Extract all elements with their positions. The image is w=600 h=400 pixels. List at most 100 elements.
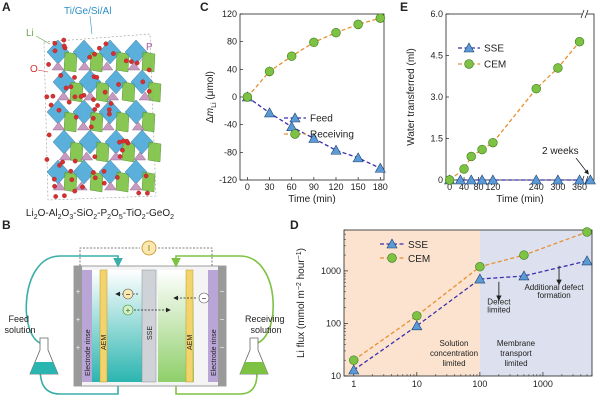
d-point-sse (474, 273, 486, 284)
receiving-flask (239, 337, 269, 375)
c-legend-label-receiving: Receiving (310, 130, 354, 141)
e-point-sse (476, 174, 488, 185)
svg-text:−: − (202, 294, 207, 303)
crystal-formula: Li2O-Al2O3-SiO2-P2O5-TiO2-GeO2 (26, 208, 174, 221)
c-x-tick-label: 150 (351, 182, 366, 192)
c-point-feed (308, 132, 320, 143)
d-annotation-defect-limited: Defect limited (487, 297, 511, 314)
c-y-tick-label: 80 (227, 37, 237, 47)
svg-text:−: − (220, 343, 225, 352)
panel-d-label: D (290, 218, 299, 232)
svg-text:+: + (126, 306, 131, 315)
panel-e-chart: 0 40 80 120 240 300 360 0 1.5 3.0 4.5 6.0 Time (min)… (406, 9, 596, 205)
e-point-sse (574, 174, 586, 185)
svg-text:+: + (76, 317, 80, 324)
e-y-tick-label: 0 (438, 175, 443, 185)
e-y-tick-label: 6.0 (430, 9, 443, 19)
e-legend-label-sse: SSE (484, 44, 504, 55)
e-point-cem (466, 151, 476, 162)
d-x-tick-label: 1 (351, 379, 356, 389)
d-point-cem (475, 262, 485, 272)
e-x-tick-label: 120 (485, 182, 500, 192)
c-point-receiving (331, 27, 341, 38)
aem-left-label: AEM (101, 335, 108, 350)
d-annotation-additional-defect: Additional defect formation (524, 283, 584, 300)
c-x-tick-label: 60 (287, 182, 297, 192)
e-y-tick-label: 4.5 (430, 51, 443, 61)
e-legend-marker-sse (463, 42, 475, 53)
electrode-rinse-left: Electrode rinse (85, 329, 92, 376)
aem-left (99, 269, 108, 383)
c-x-axis-label: Time (min) (288, 194, 335, 205)
e-point-sse (584, 174, 596, 185)
receiving-solution-label: Receiving solution (245, 314, 287, 335)
svg-text:+: + (76, 345, 80, 352)
d-y-tick-label: 1000 (321, 266, 341, 276)
panel-d-chart: 1 10 100 1000 10 100 1000 Li flux (mmol m−2 hou… (296, 227, 593, 389)
e-point-cem (574, 36, 585, 47)
c-point-receiving (353, 19, 363, 30)
d-legend-label-sse: SSE (408, 240, 428, 251)
d-y-tick-label: 10 (331, 371, 341, 381)
c-legend-marker-feed (289, 112, 301, 123)
e-point-cem (459, 164, 469, 174)
anion-left (122, 288, 134, 300)
c-x-tick-label: 120 (328, 182, 343, 192)
panel-b-label: B (2, 218, 11, 232)
c-point-feed (264, 107, 276, 118)
sse-membrane (141, 269, 157, 383)
e-point-cem (477, 144, 487, 155)
d-point-cem (349, 355, 359, 365)
c-point-receiving (264, 66, 275, 77)
svg-text:−: − (220, 315, 225, 324)
e-point-cem (531, 83, 541, 94)
c-y-tick-label: -120 (219, 175, 237, 185)
c-point-feed (330, 144, 342, 155)
c-x-tick-label: 90 (309, 182, 319, 192)
e-x-tick-label: 40 (459, 182, 469, 192)
element-label-top: Ti/Ge/Si/Al (64, 6, 111, 17)
sse-membrane-label: SSE (147, 326, 154, 340)
d-x-tick-label: 10 (412, 379, 422, 389)
right-electrode (218, 266, 226, 386)
d-region-1 (479, 230, 592, 376)
c-y-tick-label: 40 (227, 64, 237, 74)
d-legend-label-cem: CEM (408, 254, 430, 265)
d-point-cem (412, 311, 422, 321)
e-point-cem (553, 63, 563, 73)
d-legend-marker-cem (387, 253, 397, 263)
panel-b-cell-schematic: I + + + − − − Electrode rinse Electrode … (4, 240, 287, 395)
e-annotation-2-weeks: 2 weeks (542, 146, 579, 157)
d-series-line-sse (353, 260, 588, 371)
e-point-sse (465, 174, 477, 185)
e-y-tick-label: 3.0 (430, 92, 443, 102)
e-point-cem (488, 137, 498, 148)
d-x-tick-label: 100 (472, 379, 487, 389)
c-x-tick-label: 30 (265, 182, 275, 192)
d-legend-marker-sse (386, 238, 398, 249)
e-legend-marker-cem (464, 59, 474, 69)
anion-right (198, 292, 210, 304)
d-point-cem (519, 250, 529, 260)
e-x-tick-label: 240 (529, 182, 544, 192)
c-point-receiving (242, 92, 253, 102)
panel-c-chart: 0 30 60 90 120 150 180 -120 -80 -40 0 40 80 120 Time (… (205, 9, 388, 205)
c-point-receiving (375, 13, 386, 23)
e-x-tick-label: 360 (572, 182, 587, 192)
e-point-sse (487, 174, 499, 185)
e-point-cem (444, 175, 455, 185)
d-point-sse (518, 270, 530, 281)
c-point-receiving (309, 37, 319, 48)
c-y-tick-label: 120 (222, 9, 237, 19)
svg-text:−: − (220, 287, 225, 296)
e-point-sse (530, 174, 542, 185)
svg-text:+: + (76, 289, 80, 296)
c-y-tick-label: 0 (232, 92, 237, 102)
left-electrode (74, 266, 82, 386)
d-point-sse (581, 255, 593, 266)
current-meter-label: I (148, 244, 150, 253)
d-point-sse (348, 364, 360, 375)
e-point-sse (552, 174, 564, 185)
c-legend-marker-receiving (290, 129, 300, 139)
li-cation (122, 304, 134, 316)
